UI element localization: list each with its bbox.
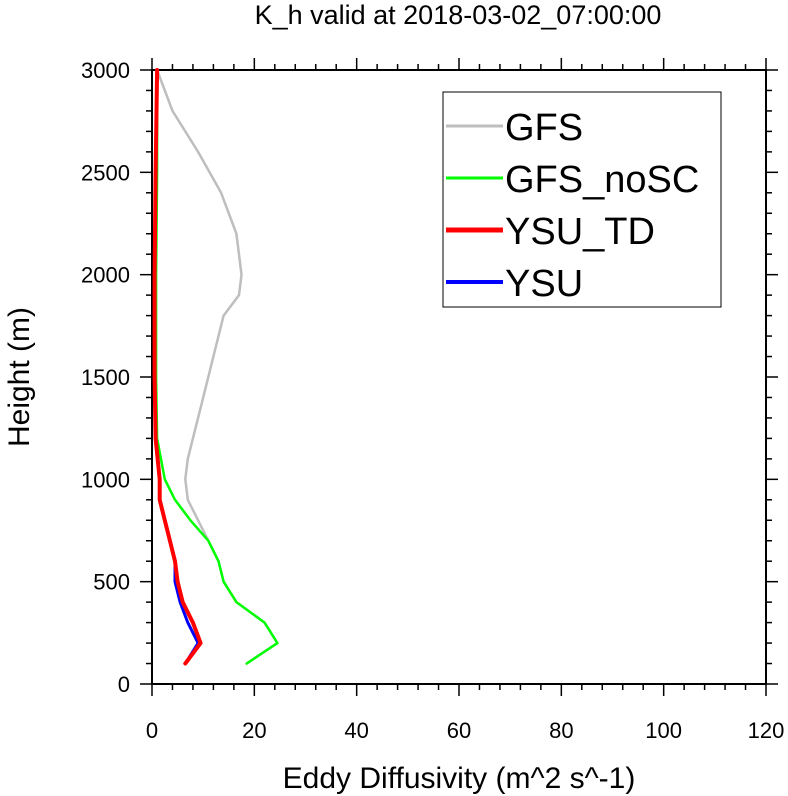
series-lines [152, 68, 279, 666]
x-tick-label: 80 [549, 718, 573, 743]
legend: GFS GFS_noSC YSU_TD YSU [442, 91, 722, 308]
y-tick-label: 3000 [81, 58, 130, 83]
y-tick-label: 1000 [81, 467, 130, 492]
y-tick-label: 2500 [81, 160, 130, 185]
y-tick-label: 1500 [81, 365, 130, 390]
legend-label: GFS_noSC [505, 159, 699, 201]
chart-title: K_h valid at 2018-03-02_07:00:00 [255, 0, 662, 30]
series-line-ysu-td [152, 68, 203, 666]
axis-ticks [140, 58, 778, 696]
x-tick-label: 100 [645, 718, 682, 743]
x-tick-label: 20 [242, 718, 266, 743]
x-tick-label: 60 [447, 718, 471, 743]
x-axis-label: Eddy Diffusivity (m^2 s^-1) [283, 762, 636, 795]
legend-label: YSU_TD [505, 211, 655, 253]
x-tick-label: 120 [748, 718, 785, 743]
tick-labels: 0 20 40 60 80 100 120 0 500 1000 1500 2000 2500 3000 [81, 58, 784, 743]
legend-label: GFS [505, 107, 583, 149]
x-tick-label: 0 [146, 718, 158, 743]
y-axis-label: Height (m) [3, 307, 36, 447]
legend-label: YSU [505, 263, 583, 305]
legend-box [442, 91, 722, 308]
y-tick-label: 2000 [81, 263, 130, 288]
y-tick-label: 500 [93, 570, 130, 595]
x-tick-label: 40 [344, 718, 368, 743]
y-tick-label: 0 [118, 672, 130, 697]
